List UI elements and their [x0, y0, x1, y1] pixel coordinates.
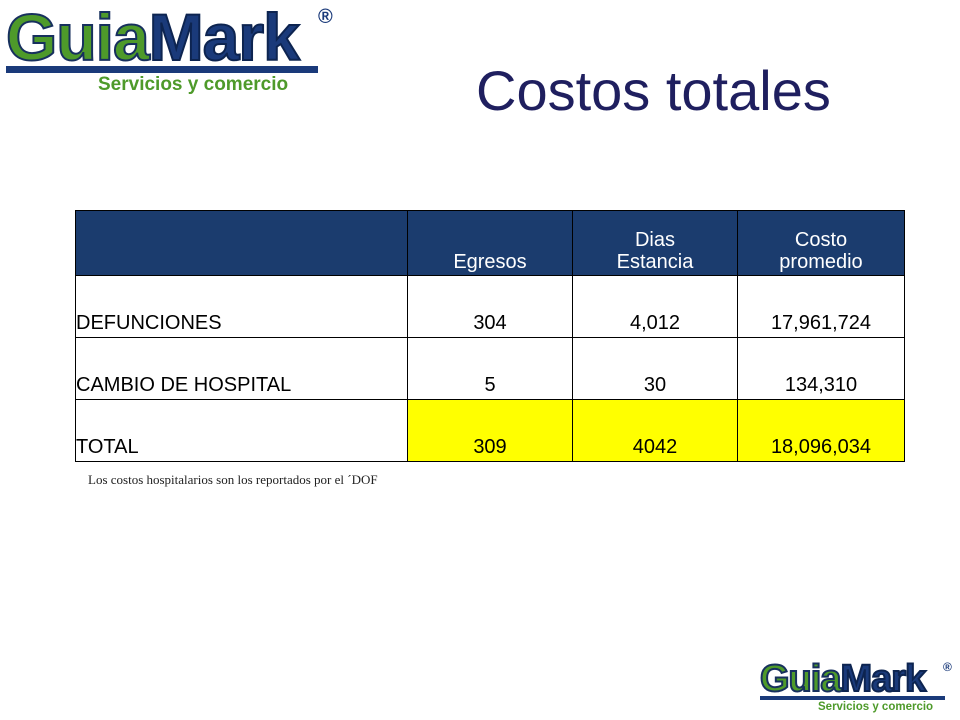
header-empty	[75, 210, 408, 276]
brand-logo: GuiaMark ® Servicios y comercio	[5, 0, 336, 96]
logo-underline	[760, 696, 945, 700]
cell-costo: 18,096,034	[737, 399, 905, 462]
table-row: DEFUNCIONES 304 4,012 17,961,724	[75, 275, 905, 338]
slide-title: Costos totales	[476, 59, 831, 122]
row-label: TOTAL	[75, 399, 408, 462]
header-dias-estancia: Dias Estancia	[572, 210, 738, 276]
cell-dias: 4,012	[572, 275, 738, 338]
logo-wordmark: GuiaMark	[5, 0, 301, 74]
cell-dias: 4042	[572, 399, 738, 462]
header-egresos: Egresos	[407, 210, 573, 276]
logo-tagline: Servicios y comercio	[818, 701, 934, 713]
registered-mark: ®	[943, 660, 952, 674]
cell-egresos: 309	[407, 399, 573, 462]
header-costo-promedio: Costo promedio	[737, 210, 905, 276]
table-header-row: Egresos Dias Estancia Costo promedio	[75, 210, 905, 276]
cell-costo: 134,310	[737, 337, 905, 400]
brand-logo-small: GuiaMark ® Servicios y comercio	[759, 658, 955, 716]
table-row: CAMBIO DE HOSPITAL 5 30 134,310	[75, 337, 905, 400]
costs-table: Egresos Dias Estancia Costo promedio DEF…	[75, 210, 905, 462]
table-row-total: TOTAL 309 4042 18,096,034	[75, 399, 905, 462]
logo-tagline: Servicios y comercio	[98, 74, 289, 95]
logo-wordmark: GuiaMark	[759, 658, 927, 700]
registered-mark: ®	[318, 6, 333, 28]
cell-dias: 30	[572, 337, 738, 400]
cell-costo: 17,961,724	[737, 275, 905, 338]
row-label: CAMBIO DE HOSPITAL	[75, 337, 408, 400]
logo-underline	[6, 66, 318, 73]
row-label: DEFUNCIONES	[75, 275, 408, 338]
footnote: Los costos hospitalarios son los reporta…	[88, 472, 378, 487]
cell-egresos: 5	[407, 337, 573, 400]
cell-egresos: 304	[407, 275, 573, 338]
